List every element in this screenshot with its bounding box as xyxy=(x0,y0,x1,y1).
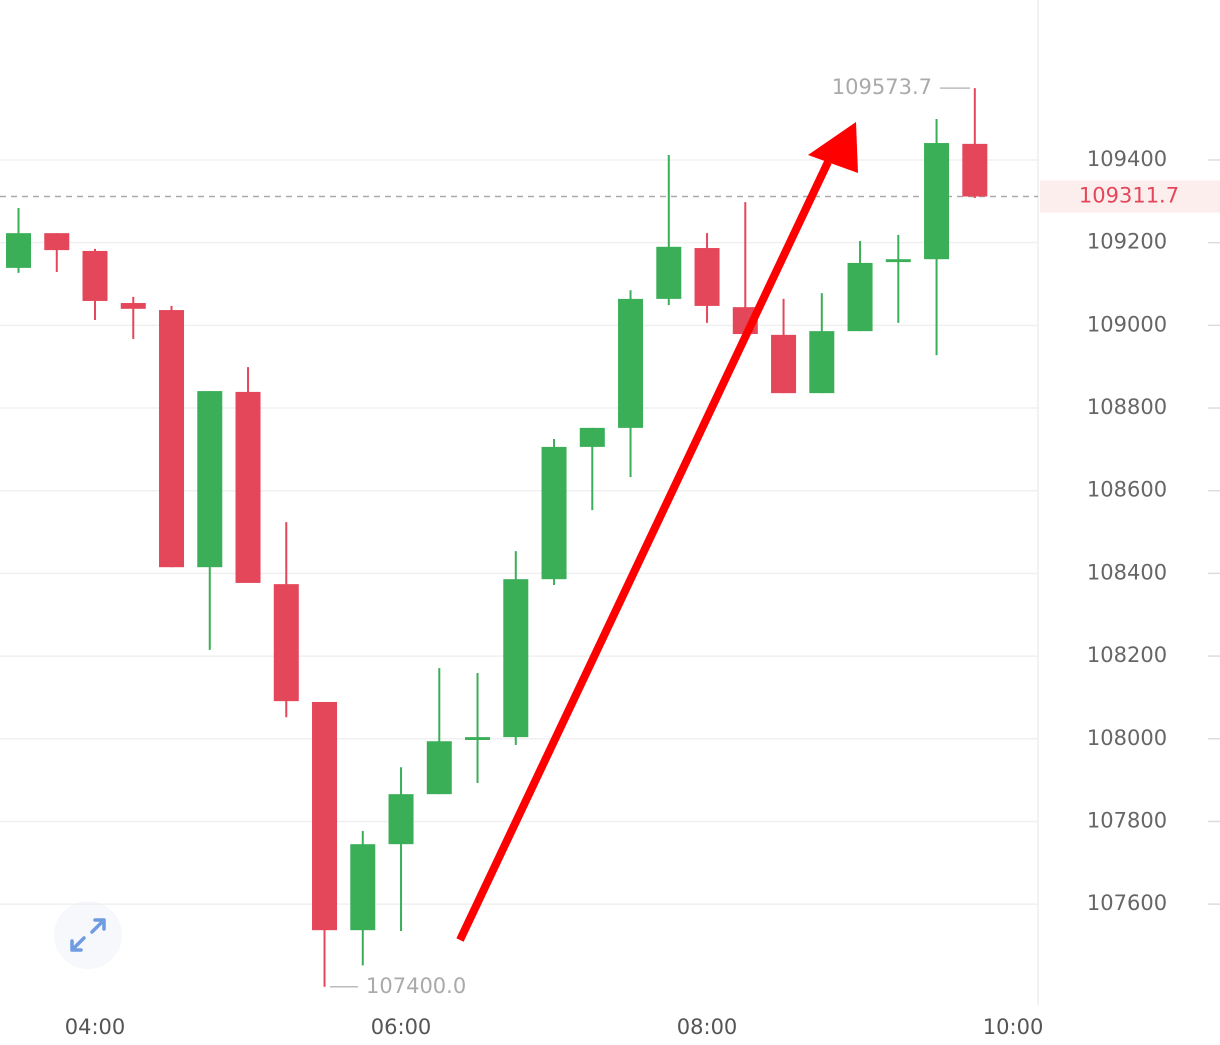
y-tick-label: 108200 xyxy=(1087,643,1167,667)
candle-body xyxy=(6,233,32,268)
candle-body xyxy=(809,331,835,394)
y-tick-label: 109000 xyxy=(1087,312,1167,336)
candle-body xyxy=(847,262,873,332)
y-tick-label: 109200 xyxy=(1087,230,1167,254)
last-price-badge xyxy=(1040,180,1220,213)
candle-body xyxy=(350,844,376,931)
candle-body xyxy=(82,250,108,301)
y-tick-label: 108400 xyxy=(1087,560,1167,584)
y-tick-label: 107600 xyxy=(1087,891,1167,915)
y-tick-label: 109400 xyxy=(1087,147,1167,171)
candle-body xyxy=(312,701,338,931)
candle-body xyxy=(120,303,146,309)
candle-body xyxy=(618,298,644,428)
expand-button[interactable] xyxy=(54,901,122,969)
candle-body xyxy=(388,794,414,845)
candle-body xyxy=(924,143,950,260)
x-tick-label: 04:00 xyxy=(65,1015,126,1039)
y-tick-label: 108800 xyxy=(1087,395,1167,419)
candle-body xyxy=(235,391,261,583)
candle-body xyxy=(656,246,682,299)
y-tick-label: 108000 xyxy=(1087,726,1167,750)
candle-body xyxy=(962,143,988,197)
candle-body xyxy=(503,579,529,738)
candle-body xyxy=(44,233,70,251)
candle-body xyxy=(694,248,720,306)
candle-body xyxy=(579,427,605,447)
y-tick-label: 107800 xyxy=(1087,808,1167,832)
candle-body xyxy=(197,391,223,568)
last-price-label: 109311.7 xyxy=(1079,183,1179,207)
candle-body xyxy=(885,259,911,263)
candle-body xyxy=(541,446,567,580)
candle-body xyxy=(771,334,797,394)
x-tick-label: 08:00 xyxy=(677,1015,738,1039)
min-label: 107400.0 xyxy=(366,974,466,998)
candle-body xyxy=(465,737,491,741)
max-label: 109573.7 xyxy=(832,75,932,99)
candle-body xyxy=(273,584,299,702)
x-tick-label: 10:00 xyxy=(983,1015,1044,1039)
x-tick-label: 06:00 xyxy=(371,1015,432,1039)
trend-arrow xyxy=(456,122,858,942)
candle-body xyxy=(426,741,452,795)
candle-body xyxy=(159,310,185,568)
y-tick-label: 108600 xyxy=(1087,478,1167,502)
